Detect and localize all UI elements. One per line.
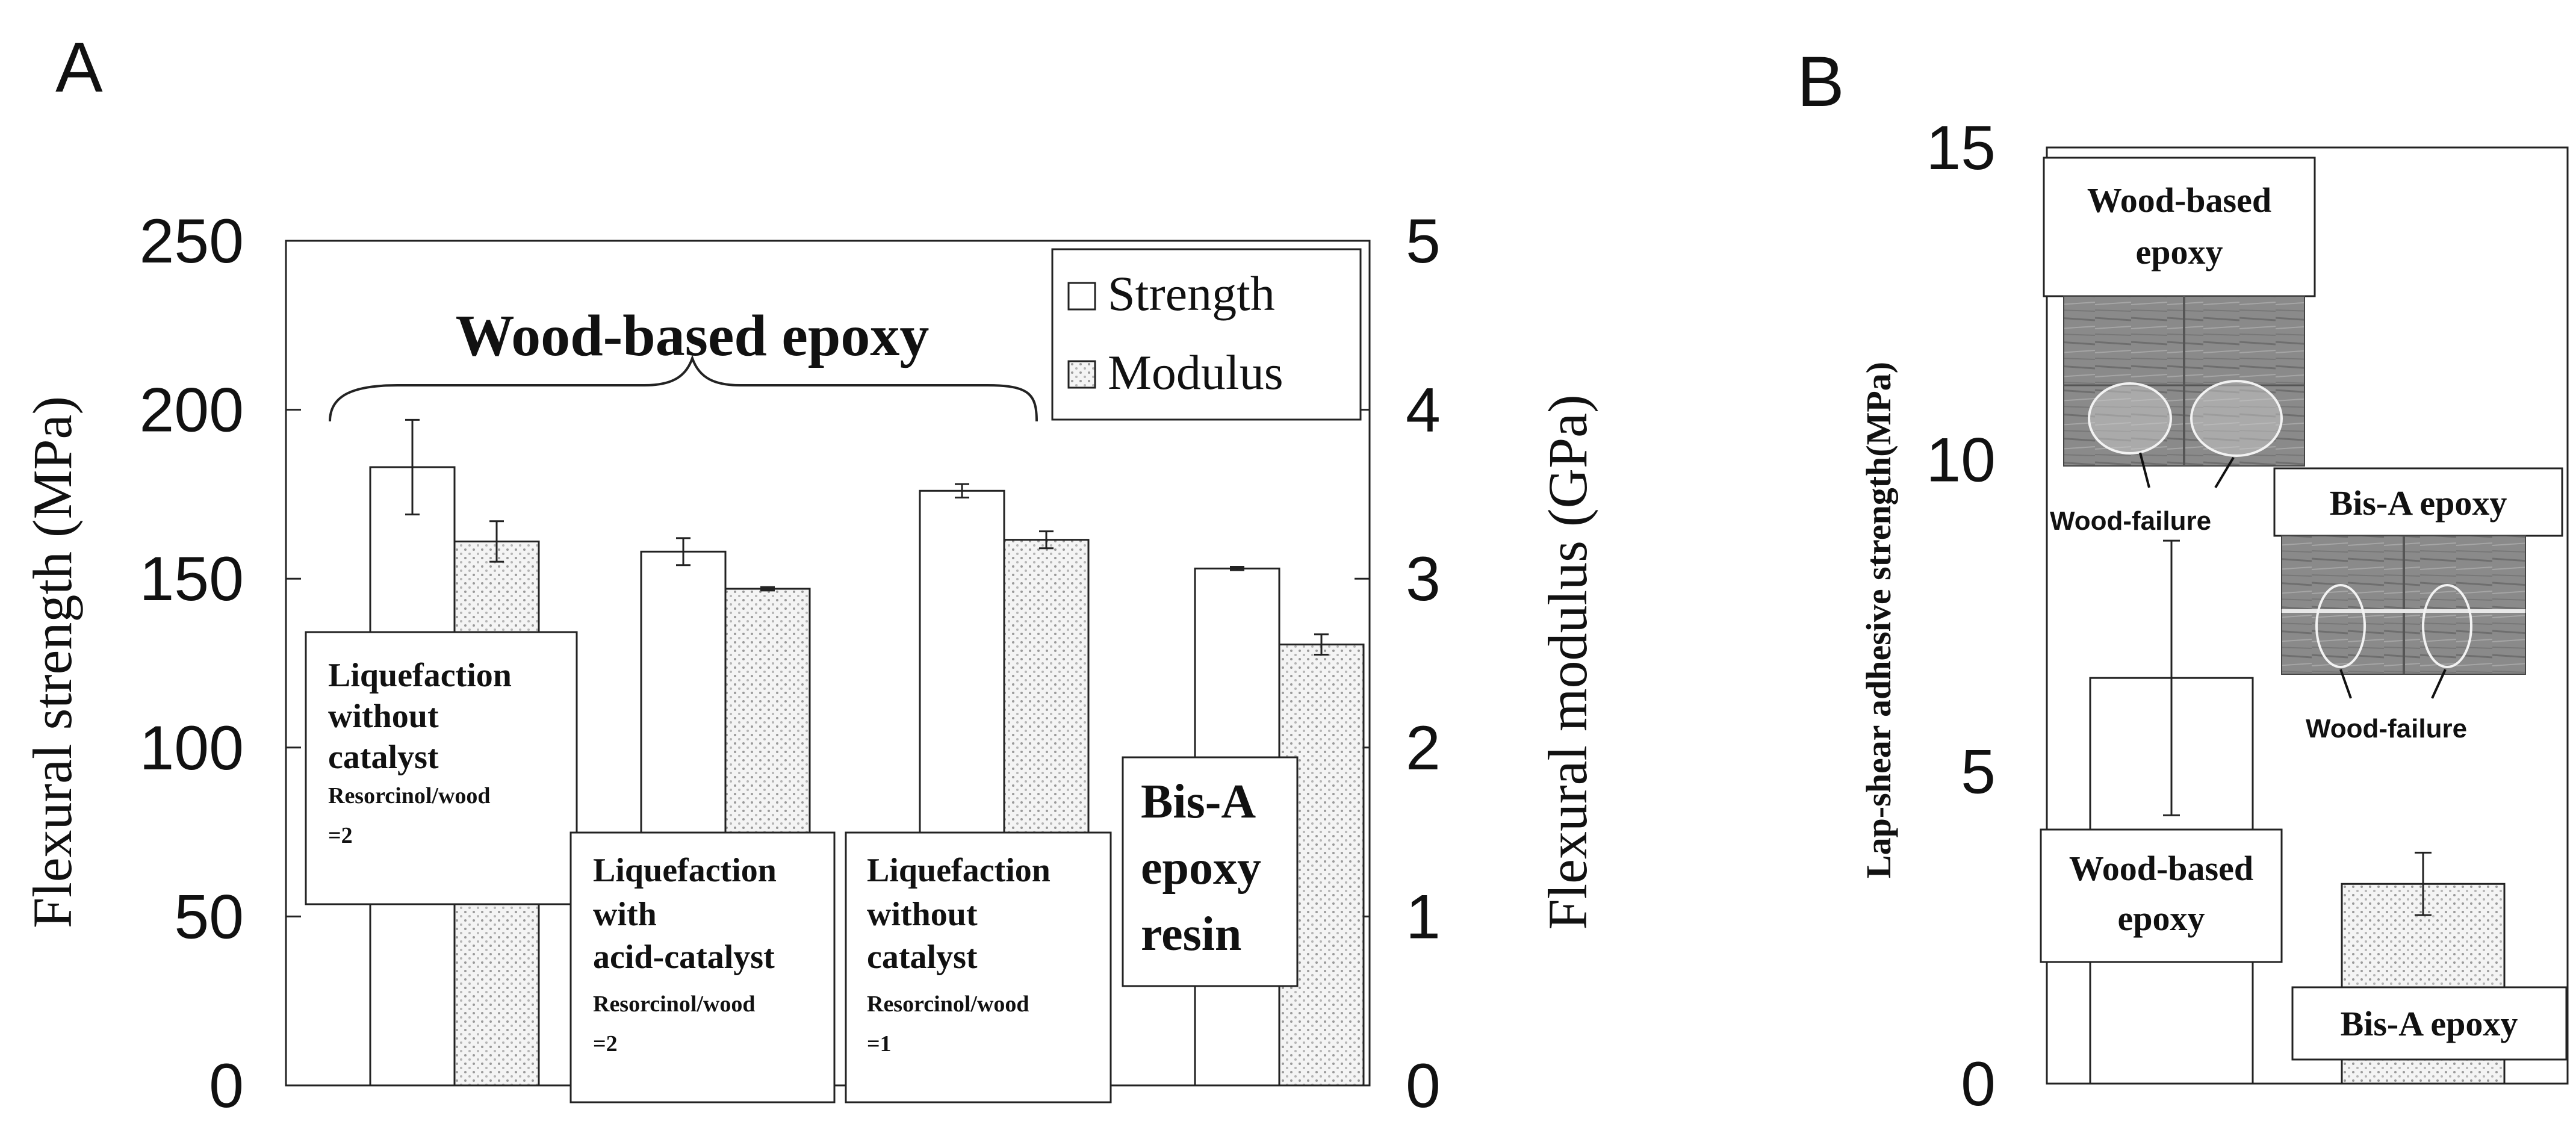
panel-a-annotation-bar1: Liquefaction without catalyst Resorcinol… <box>305 631 578 905</box>
legend-modulus-label: Modulus <box>1108 345 1283 400</box>
ann2-line3: acid-catalyst <box>593 939 775 976</box>
panel-a-annotation-bar4: Bis-A epoxy resin <box>1122 756 1299 987</box>
right-tick-label: 1 <box>1406 882 1441 952</box>
wood-epoxy-photo-inset: Wood-based epoxy Wood-failure <box>2043 157 2316 536</box>
bar2-label: Bis-A epoxy <box>2341 1004 2518 1043</box>
legend-strength-label: Strength <box>1108 266 1275 321</box>
wood-photo-title-line2: epoxy <box>2136 232 2223 272</box>
ann3-line3: catalyst <box>867 939 978 976</box>
right-tick-label: 0 <box>1406 1051 1441 1121</box>
panel-b-tick-label: 5 <box>1961 737 1996 807</box>
ann3-ratio-label: Resorcinol/wood <box>867 991 1029 1017</box>
bisa-failure-circle-right <box>2422 584 2472 668</box>
ann4-line1: Bis-A <box>1141 775 1256 828</box>
bar1-label-line1: Wood-based <box>2069 849 2253 888</box>
bisa-epoxy-photo-inset: Bis-A epoxy Wood-failure <box>2273 467 2563 743</box>
bisa-failure-circle-left <box>2315 584 2366 668</box>
legend-strength-swatch <box>1067 282 1096 311</box>
left-tick-label: 100 <box>139 713 244 783</box>
panel-b-tick-label: 0 <box>1961 1049 1996 1119</box>
panel-a-left-ticks: 0 50 100 150 200 250 <box>139 206 301 1121</box>
panel-b-bar1-label: Wood-based epoxy <box>2040 828 2283 963</box>
legend-modulus-swatch <box>1067 360 1096 389</box>
panel-a-group-brace <box>329 354 1038 422</box>
ann1-line3: catalyst <box>328 739 439 776</box>
panel-a-annotation-bar3: Liquefaction without catalyst Resorcinol… <box>845 831 1112 1103</box>
panel-a-annotation-bar2: Liquefaction with acid-catalyst Resorcin… <box>570 831 836 1103</box>
bisa-photo-title: Bis-A epoxy <box>2330 483 2507 523</box>
ann1-line1: Liquefaction <box>328 657 512 694</box>
panel-b-tick-label: 15 <box>1926 113 1996 183</box>
ann2-ratio-value: =2 <box>593 1031 618 1057</box>
panel-a-legend: Strength Modulus <box>1051 248 1362 421</box>
right-tick-label: 4 <box>1406 376 1441 445</box>
right-tick-label: 2 <box>1406 713 1441 783</box>
ann3-line1: Liquefaction <box>867 852 1051 889</box>
ann4-line3: resin <box>1141 908 1241 961</box>
panel-b-y-axis-label: Lap-shear adhesive strength(MPa) <box>1859 362 1898 878</box>
ann4-line2: epoxy <box>1141 842 1261 895</box>
left-tick-label: 200 <box>139 376 244 445</box>
panel-b-ticks: 0 5 10 15 <box>1926 113 1996 1119</box>
panel-b-bar2-label: Bis-A epoxy <box>2291 986 2568 1061</box>
panel-a-chart: 0 50 100 150 200 250 0 1 2 3 4 5 Flexural strength… <box>22 206 1598 1121</box>
left-tick-label: 150 <box>139 544 244 614</box>
panel-b-label: B <box>1797 42 1845 122</box>
panel-a-label: A <box>55 28 103 107</box>
panel-b-tick-label: 10 <box>1926 425 1996 495</box>
ann2-ratio-label: Resorcinol/wood <box>593 991 756 1017</box>
panel-a-y-axis-right-label: Flexural modulus (GPa) <box>1537 394 1598 929</box>
ann1-ratio-label: Resorcinol/wood <box>328 783 491 808</box>
ann3-line2: without <box>867 896 978 933</box>
left-tick-label: 250 <box>139 206 244 276</box>
wood-failure-circle-right <box>2190 380 2283 457</box>
bar1-label-line2: epoxy <box>2118 899 2205 938</box>
ann3-ratio-value: =1 <box>867 1031 892 1057</box>
left-tick-label: 0 <box>209 1051 244 1121</box>
ann2-line2: with <box>593 896 657 933</box>
wood-failure-label-1: Wood-failure <box>2050 506 2211 536</box>
left-tick-label: 50 <box>174 882 244 952</box>
panel-a-y-axis-label: Flexural strength (MPa) <box>22 396 83 928</box>
right-tick-label: 3 <box>1406 544 1441 614</box>
wood-photo-title-line1: Wood-based <box>2087 181 2271 220</box>
wood-failure-circle-left <box>2088 382 2172 455</box>
ann2-line1: Liquefaction <box>593 852 777 889</box>
ann1-line2: without <box>328 698 439 735</box>
wood-failure-label-2: Wood-failure <box>2306 714 2467 743</box>
right-tick-label: 5 <box>1406 206 1441 276</box>
ann1-ratio-value: =2 <box>328 823 353 848</box>
panel-a-right-ticks: 0 1 2 3 4 5 <box>1355 206 1441 1121</box>
panel-b-plot-frame <box>2046 146 2569 1085</box>
